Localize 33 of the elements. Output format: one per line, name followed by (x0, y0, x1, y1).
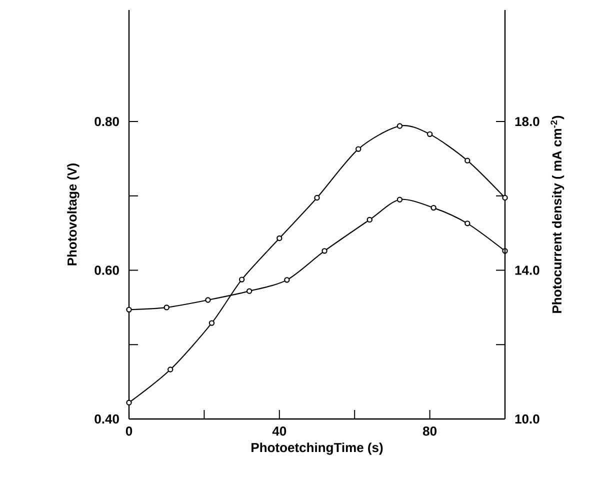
point (164, 304, 170, 310)
point (356, 146, 362, 152)
point (238, 276, 245, 282)
point (314, 194, 320, 201)
point (168, 366, 174, 372)
point (430, 204, 436, 211)
point (205, 297, 211, 303)
point (464, 220, 470, 226)
y-axis-title: Photovoltage (V) (67, 164, 80, 266)
x-axis-title: PhotoetchingTime (s) (252, 442, 383, 455)
point (396, 196, 403, 202)
point (276, 235, 282, 242)
point (208, 320, 215, 326)
y2-tick-label: 10.0 (515, 414, 540, 424)
point (246, 288, 252, 294)
y2-tick-label: 14.0 (515, 266, 540, 275)
y-tick-label: 0.80 (94, 116, 119, 126)
point (126, 400, 132, 406)
y2-tick-label: 18.0 (515, 116, 540, 126)
point (502, 194, 508, 201)
point (464, 158, 470, 164)
x-tick-label: 40 (272, 426, 286, 436)
x-tick-label: 0 (126, 426, 132, 436)
point (284, 277, 290, 283)
point (426, 131, 433, 138)
y2-axis-title: Photocurrent density ( mA cm$^{-2}$) (550, 116, 564, 313)
point (126, 306, 132, 313)
y-tick-label: 0.40 (94, 414, 119, 424)
x-tick-label: 80 (422, 426, 436, 436)
point (366, 216, 372, 223)
point (322, 248, 328, 254)
y-tick-label: 0.60 (94, 266, 119, 275)
point (396, 123, 403, 129)
